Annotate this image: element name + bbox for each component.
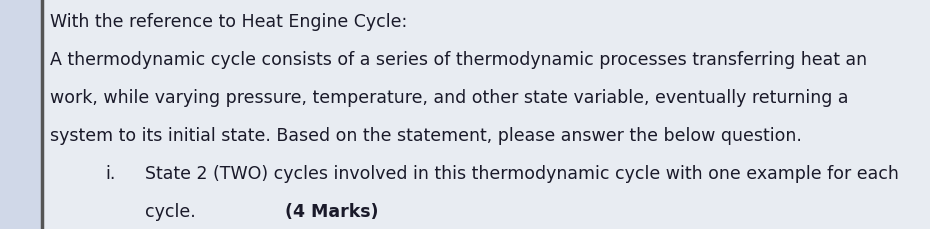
- Text: (4 Marks): (4 Marks): [285, 203, 379, 221]
- Text: A thermodynamic cycle consists of a series of thermodynamic processes transferri: A thermodynamic cycle consists of a seri…: [50, 51, 867, 69]
- Text: cycle.: cycle.: [145, 203, 201, 221]
- Text: State 2 (TWO) cycles involved in this thermodynamic cycle with one example for e: State 2 (TWO) cycles involved in this th…: [145, 165, 899, 183]
- Text: i.: i.: [105, 165, 115, 183]
- FancyBboxPatch shape: [42, 0, 930, 229]
- Text: work, while varying pressure, temperature, and other state variable, eventually : work, while varying pressure, temperatur…: [50, 89, 848, 107]
- Text: With the reference to Heat Engine Cycle:: With the reference to Heat Engine Cycle:: [50, 13, 407, 31]
- Text: system to its initial state. Based on the statement, please answer the below que: system to its initial state. Based on th…: [50, 127, 802, 145]
